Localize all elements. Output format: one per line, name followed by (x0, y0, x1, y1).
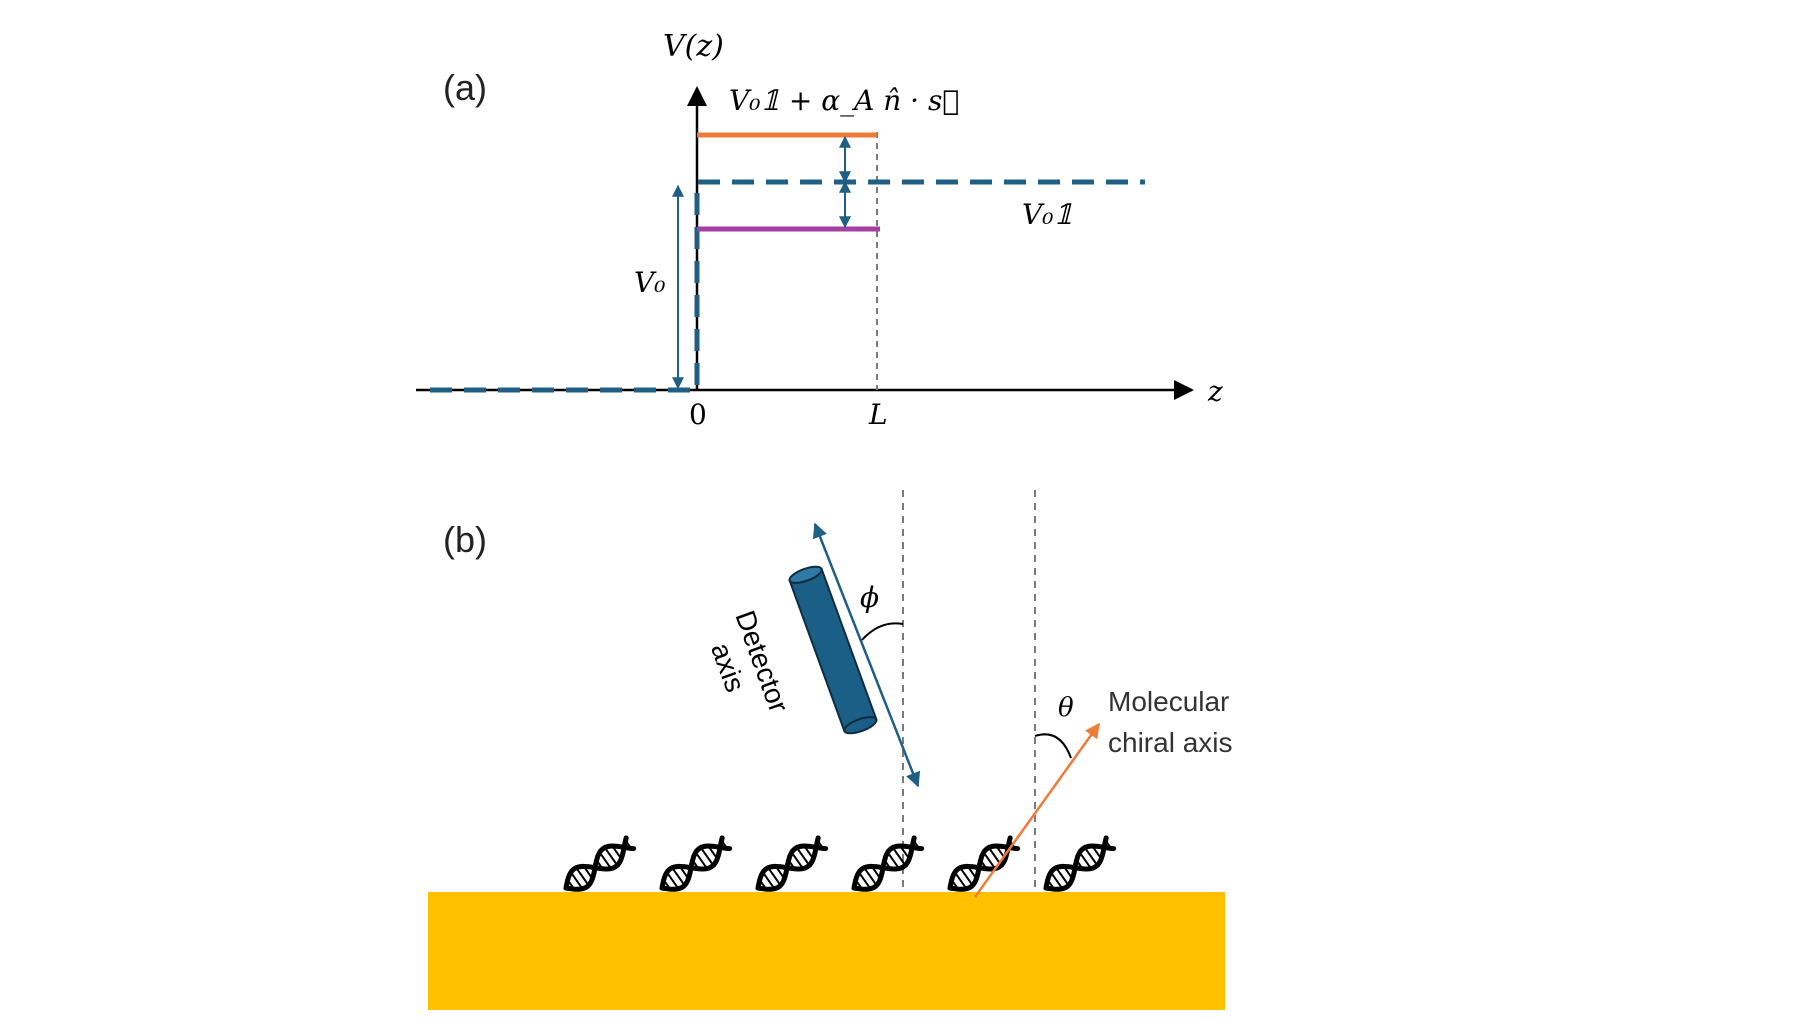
dna-helix-icon (851, 835, 925, 892)
baseline-potential (430, 179, 1145, 393)
molecule-row (563, 835, 1117, 892)
detector-axis-arrow (812, 522, 921, 788)
substrate (428, 892, 1225, 1010)
dna-helix-icon (659, 835, 733, 892)
baseline-label: V₀𝟙 (1022, 198, 1073, 231)
dna-helix-icon (563, 835, 637, 892)
dna-helix-icon (1043, 835, 1117, 892)
molecular-axis-arrow (973, 722, 1101, 898)
panel-b: (b) ϕ Detector axis θ Molecular chir (428, 490, 1232, 1010)
y-axis-label: V(z) (663, 29, 724, 64)
theta-arc (1034, 733, 1072, 759)
barrier-height-label: V₀ (634, 266, 665, 299)
panel-a-label: (a) (443, 67, 487, 108)
molecular-label-line2: chiral axis (1108, 727, 1232, 758)
detector-label: Detector axis (697, 606, 797, 735)
panel-a: (a) V(z) z 0 L V₀𝟙 + α_A n̂ · s⃗ V₀𝟙 V₀ (416, 29, 1223, 431)
panel-b-label: (b) (443, 519, 487, 560)
phi-arc (861, 622, 904, 641)
x-axis-label: z (1207, 375, 1223, 408)
tick-L: L (868, 398, 888, 431)
tick-zero: 0 (689, 398, 707, 431)
upper-level-label: V₀𝟙 + α_A n̂ · s⃗ (729, 84, 959, 117)
molecular-label-line1: Molecular (1108, 686, 1229, 717)
dna-helix-icon (755, 835, 829, 892)
phi-label: ϕ (860, 581, 879, 614)
theta-label: θ (1058, 693, 1074, 723)
